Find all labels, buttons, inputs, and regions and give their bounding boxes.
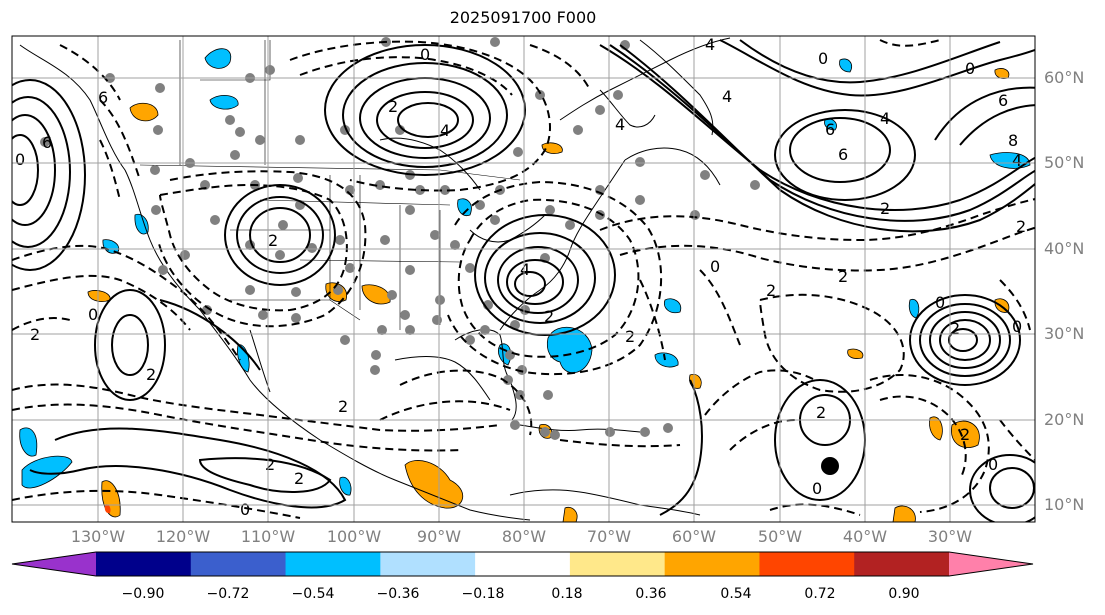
- contour-label: 0: [15, 150, 25, 169]
- contour-label: 2: [146, 365, 156, 384]
- station-markers: [40, 37, 760, 440]
- contour-label: 4: [880, 109, 890, 128]
- contour-label: 2: [880, 199, 890, 218]
- contour-label: 0: [88, 305, 98, 324]
- graticule: [12, 36, 1035, 522]
- contour-label: 0: [818, 49, 828, 68]
- contour-label: 2: [838, 267, 848, 286]
- contour-label: 0: [240, 500, 250, 519]
- lat-label-30n: 30°N: [1044, 324, 1085, 343]
- contour-label: 2: [268, 231, 278, 250]
- colorbar-segment: [569, 552, 666, 576]
- colorbar-segment: [96, 552, 192, 576]
- colorbar-segment: [190, 552, 287, 576]
- colorbar-segment: [664, 552, 760, 576]
- lat-label-60n: 60°N: [1044, 68, 1085, 87]
- contour-labels: 6 6 0 4 2 2 2 4 2 2 0 2 2 0 2 2 2 0 2 6 …: [15, 35, 1026, 519]
- contour-label: 2: [960, 425, 970, 444]
- weather-map: 6 6 0 4 2 2 2 4 2 2 0 2 2 0 2 2 2 0 2 6 …: [11, 35, 1036, 523]
- colorbar-tick: 0.54: [720, 586, 752, 602]
- colorbar-segment: [12, 552, 96, 576]
- lat-label-50n: 50°N: [1044, 153, 1085, 172]
- coastlines: [19, 37, 731, 521]
- lon-label-80w: 80°W: [501, 527, 547, 546]
- colorbar-tick: 0.36: [635, 586, 667, 602]
- contour-label: 8: [1008, 131, 1018, 150]
- colorbar-segment: [759, 552, 855, 576]
- colorbar-outline: [11, 551, 1034, 577]
- colorbar-tick: 0.18: [551, 586, 583, 602]
- contour-label: 0: [988, 455, 998, 474]
- contour-label: 0: [965, 59, 975, 78]
- contour-label: 2: [265, 455, 275, 474]
- colorbar-tick: −0.54: [291, 586, 335, 602]
- contour-label: 2: [766, 281, 776, 300]
- colorbar-segment: [949, 552, 1033, 576]
- contour-label: 0: [420, 45, 430, 64]
- contour-label: 4: [520, 260, 530, 279]
- colorbar-tick: 0.72: [804, 586, 836, 602]
- contour-label: 2: [294, 469, 304, 488]
- contour-label: 2: [625, 327, 635, 346]
- colorbar: [11, 551, 1034, 577]
- colorbar-tick: −0.36: [376, 586, 420, 602]
- colorbar-segment: [285, 552, 381, 576]
- colorbar-segment: [380, 552, 476, 576]
- lon-label-130w: 130°W: [70, 527, 126, 546]
- lon-label-120w: 120°W: [155, 527, 211, 546]
- contour-label: 4: [440, 121, 450, 140]
- contour-label: 6: [98, 88, 108, 107]
- lon-label-60w: 60°W: [671, 527, 717, 546]
- contour-label: 2: [338, 397, 348, 416]
- lon-label-30w: 30°W: [927, 527, 973, 546]
- contour-label: 6: [838, 145, 848, 164]
- contour-label: 4: [1012, 151, 1022, 170]
- political-borders: [139, 40, 521, 330]
- storm-center-marker: [821, 457, 839, 475]
- lon-label-90w: 90°W: [416, 527, 462, 546]
- contour-label: 2: [816, 403, 826, 422]
- lon-label-110w: 110°W: [240, 527, 296, 546]
- map-title: 2025091700 F000: [449, 8, 597, 27]
- colorbar-segments: [12, 552, 1033, 576]
- contour-label: 4: [615, 115, 625, 134]
- map-border: [11, 35, 1036, 523]
- colorbar-tick: 0.90: [888, 586, 920, 602]
- lat-label-20n: 20°N: [1044, 410, 1085, 429]
- contour-label: 6: [825, 120, 835, 139]
- contour-label: 4: [722, 87, 732, 106]
- lon-label-100w: 100°W: [326, 527, 382, 546]
- contour-label: 2: [544, 307, 554, 326]
- contour-label: 6: [42, 133, 52, 152]
- contour-label: 4: [705, 35, 715, 54]
- colorbar-tick: −0.72: [206, 586, 250, 602]
- contour-label: 2: [388, 97, 398, 116]
- lon-label-50w: 50°W: [757, 527, 803, 546]
- lat-label-10n: 10°N: [1044, 495, 1085, 514]
- contour-label: 6: [998, 91, 1008, 110]
- contour-label: 0: [812, 479, 822, 498]
- colorbar-tick: −0.18: [461, 586, 505, 602]
- colorbar-segment: [475, 552, 571, 576]
- contour-label: 0: [710, 257, 720, 276]
- anomaly-fills: [19, 48, 1031, 522]
- lon-label-70w: 70°W: [586, 527, 632, 546]
- colorbar-segment: [854, 552, 950, 576]
- lat-label-40n: 40°N: [1044, 239, 1085, 258]
- lon-label-40w: 40°W: [842, 527, 888, 546]
- contour-label: 2: [950, 319, 960, 338]
- contour-label: 2: [1016, 217, 1026, 236]
- contour-label: 0: [935, 293, 945, 312]
- colorbar-tick: −0.90: [121, 586, 165, 602]
- contour-label: 0: [1012, 317, 1022, 336]
